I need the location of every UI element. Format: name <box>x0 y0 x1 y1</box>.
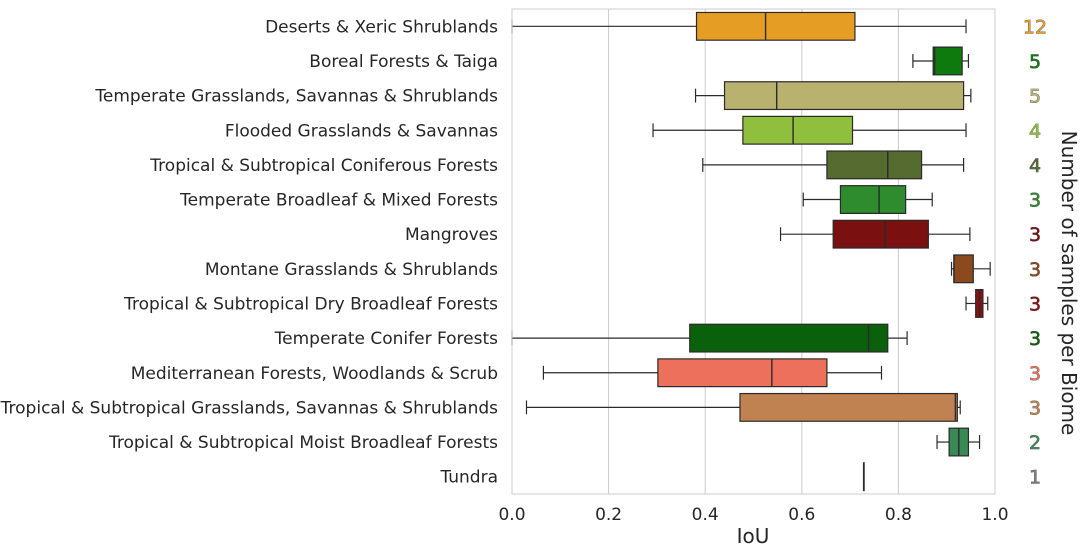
box-3 <box>652 115 967 145</box>
box-iqr <box>742 115 854 145</box>
right-axis-label: Number of samples per Biome <box>1057 131 1081 436</box>
sample-count: 1 <box>1029 467 1041 489</box>
sample-count: 3 <box>1029 224 1041 246</box>
x-tick-label: 1.0 <box>981 505 1008 525</box>
box-iqr <box>723 81 965 111</box>
sample-count: 4 <box>1029 155 1041 177</box>
x-axis-label: IoU <box>737 524 770 548</box>
sample-count: 2 <box>1029 432 1041 454</box>
biome-label: Temperate Grasslands, Savannas & Shrubla… <box>94 87 498 107</box>
box-10 <box>542 358 883 388</box>
box-iqr <box>832 219 929 249</box>
x-tick-label: 0.0 <box>498 505 525 525</box>
sample-count: 3 <box>1029 363 1041 385</box>
biome-label: Deserts & Xeric Shrublands <box>265 17 498 37</box>
box-iqr <box>657 358 828 388</box>
sample-count: 5 <box>1029 86 1041 108</box>
boxes-layer <box>511 11 991 492</box>
sample-count: 4 <box>1029 120 1041 142</box>
sample-count: 3 <box>1029 293 1041 315</box>
x-tick-label: 0.8 <box>885 505 912 525</box>
x-tick-labels: 0.0 0.2 0.4 0.6 0.8 1.0 <box>498 505 1008 525</box>
box-iqr <box>826 150 923 180</box>
sample-counts: 12 5 5 4 4 3 3 3 3 3 3 3 2 1 <box>1023 16 1048 489</box>
box-6 <box>779 219 971 249</box>
x-tick-label: 0.2 <box>595 505 622 525</box>
plot-frame <box>511 8 996 495</box>
x-tick-label: 0.6 <box>788 505 815 525</box>
box-0 <box>511 11 967 41</box>
biome-label: Temperate Broadleaf & Mixed Forests <box>179 191 498 211</box>
biome-label: Boreal Forests & Taiga <box>309 52 498 72</box>
sample-count: 3 <box>1029 190 1041 212</box>
box-5 <box>802 185 933 214</box>
biome-label: Montane Grasslands & Shrublands <box>205 260 498 280</box>
box-4 <box>702 150 965 180</box>
box-13 <box>862 462 865 492</box>
biome-label: Tropical & Subtropical Dry Broadleaf For… <box>123 294 498 314</box>
box-12 <box>936 427 981 457</box>
box-9 <box>511 323 908 353</box>
biome-label: Tundra <box>439 468 498 488</box>
box-iqr <box>695 11 856 41</box>
biome-label: Tropical & Subtropical Grasslands, Savan… <box>0 398 498 418</box>
sample-count: 5 <box>1029 51 1041 73</box>
box-iqr <box>839 185 907 214</box>
box-iqr <box>689 323 889 353</box>
box-iqr <box>953 254 974 284</box>
biome-label: Tropical & Subtropical Coniferous Forest… <box>149 156 498 176</box>
x-tick-label: 0.4 <box>692 505 719 525</box>
sample-count: 12 <box>1023 16 1047 38</box>
sample-count: 3 <box>1029 328 1041 350</box>
box-1 <box>912 46 970 76</box>
box-2 <box>694 81 972 111</box>
box-11 <box>525 392 961 422</box>
biome-label: Temperate Conifer Forests <box>274 329 498 349</box>
sample-count: 3 <box>1029 259 1041 281</box>
sample-count: 3 <box>1029 397 1041 419</box>
box-8 <box>965 289 989 318</box>
box-iqr <box>932 46 963 76</box>
biome-label: Tropical & Subtropical Moist Broadleaf F… <box>108 433 498 453</box>
biome-label: Mangroves <box>405 225 498 245</box>
box-iqr <box>739 392 958 422</box>
biome-labels: Deserts & Xeric Shrublands Boreal Forests… <box>0 17 498 487</box>
biome-label: Flooded Grasslands & Savannas <box>225 121 498 141</box>
biome-label: Mediterranean Forests, Woodlands & Scrub <box>131 364 498 384</box>
box-7 <box>950 254 991 284</box>
